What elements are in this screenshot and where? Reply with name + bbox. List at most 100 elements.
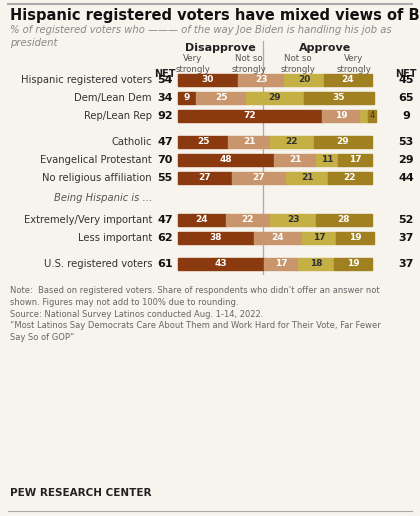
Text: 65: 65: [398, 93, 414, 103]
Text: 34: 34: [157, 93, 173, 103]
Bar: [178, 154, 274, 166]
Text: 24: 24: [196, 216, 208, 224]
Bar: [334, 258, 372, 270]
Bar: [228, 136, 270, 148]
Text: 37: 37: [398, 259, 414, 269]
Bar: [238, 74, 284, 86]
Bar: [178, 92, 196, 104]
Text: Hispanic registered voters: Hispanic registered voters: [21, 75, 152, 85]
Text: Being Hispanic is …: Being Hispanic is …: [53, 193, 152, 203]
Bar: [254, 232, 302, 244]
Text: NET: NET: [154, 69, 176, 79]
Bar: [304, 92, 374, 104]
Bar: [324, 74, 372, 86]
Bar: [178, 258, 264, 270]
Bar: [178, 172, 232, 184]
Text: 9: 9: [184, 93, 190, 103]
Text: 37: 37: [398, 233, 414, 243]
Text: 52: 52: [398, 215, 414, 225]
Text: Not so
strongly: Not so strongly: [280, 54, 315, 74]
Text: 18: 18: [310, 260, 322, 268]
Text: 17: 17: [312, 234, 326, 243]
Bar: [226, 214, 270, 226]
Text: 22: 22: [286, 137, 298, 147]
Bar: [270, 136, 314, 148]
Text: 20: 20: [298, 75, 310, 85]
Text: 25: 25: [215, 93, 227, 103]
Text: No religious affiliation: No religious affiliation: [42, 173, 152, 183]
Bar: [360, 110, 368, 122]
Bar: [274, 154, 316, 166]
Bar: [368, 110, 376, 122]
Text: Less important: Less important: [78, 233, 152, 243]
Bar: [284, 74, 324, 86]
Text: 19: 19: [346, 260, 360, 268]
Text: 38: 38: [210, 234, 222, 243]
Text: 29: 29: [398, 155, 414, 165]
Text: Note:  Based on registered voters. Share of respondents who didn’t offer an answ: Note: Based on registered voters. Share …: [10, 286, 381, 342]
Text: PEW RESEARCH CENTER: PEW RESEARCH CENTER: [10, 488, 152, 498]
Bar: [196, 92, 246, 104]
Text: Disapprove: Disapprove: [185, 43, 256, 53]
Text: Hispanic registered voters have mixed views of Biden: Hispanic registered voters have mixed vi…: [10, 8, 420, 23]
Text: 22: 22: [242, 216, 254, 224]
Text: 35: 35: [333, 93, 345, 103]
Text: 72: 72: [244, 111, 256, 121]
Bar: [246, 92, 304, 104]
Bar: [232, 172, 286, 184]
Text: Evangelical Protestant: Evangelical Protestant: [40, 155, 152, 165]
Bar: [322, 110, 360, 122]
Text: 9: 9: [402, 111, 410, 121]
Text: 44: 44: [398, 173, 414, 183]
Text: 19: 19: [349, 234, 361, 243]
Bar: [314, 136, 372, 148]
Text: 70: 70: [158, 155, 173, 165]
Text: 29: 29: [337, 137, 349, 147]
Text: 27: 27: [253, 173, 265, 183]
Text: 19: 19: [335, 111, 347, 121]
Text: 21: 21: [243, 137, 255, 147]
Bar: [178, 110, 322, 122]
Bar: [336, 232, 374, 244]
Text: 62: 62: [157, 233, 173, 243]
Text: 61: 61: [157, 259, 173, 269]
Text: 4: 4: [370, 111, 375, 121]
Text: Approve: Approve: [299, 43, 352, 53]
Bar: [316, 154, 338, 166]
Bar: [178, 232, 254, 244]
Text: 29: 29: [269, 93, 281, 103]
Text: 54: 54: [157, 75, 173, 85]
Bar: [302, 232, 336, 244]
Text: 45: 45: [398, 75, 414, 85]
Text: 17: 17: [349, 155, 361, 165]
Text: 24: 24: [272, 234, 284, 243]
Text: Rep/Lean Rep: Rep/Lean Rep: [84, 111, 152, 121]
Text: 17: 17: [275, 260, 287, 268]
Text: 53: 53: [399, 137, 414, 147]
Bar: [264, 258, 298, 270]
Text: NET: NET: [395, 69, 417, 79]
Text: 11: 11: [321, 155, 333, 165]
Text: 43: 43: [215, 260, 227, 268]
Text: Extremely/Very important: Extremely/Very important: [24, 215, 152, 225]
Text: 24: 24: [342, 75, 354, 85]
Text: Very
strongly: Very strongly: [336, 54, 371, 74]
Text: 48: 48: [220, 155, 232, 165]
Bar: [338, 154, 372, 166]
Text: 22: 22: [344, 173, 356, 183]
Bar: [298, 258, 334, 270]
Text: 28: 28: [338, 216, 350, 224]
Text: Not so
strongly: Not so strongly: [231, 54, 266, 74]
Bar: [286, 172, 328, 184]
Text: 27: 27: [199, 173, 211, 183]
Text: 25: 25: [197, 137, 209, 147]
Text: % of registered voters who ——— of the way Joe Biden is handling his job as
presi: % of registered voters who ——— of the wa…: [10, 25, 391, 48]
Bar: [270, 214, 316, 226]
Text: 30: 30: [202, 75, 214, 85]
Bar: [328, 172, 372, 184]
Text: 47: 47: [157, 215, 173, 225]
Bar: [316, 214, 372, 226]
Bar: [178, 136, 228, 148]
Text: Dem/Lean Dem: Dem/Lean Dem: [74, 93, 152, 103]
Text: 92: 92: [157, 111, 173, 121]
